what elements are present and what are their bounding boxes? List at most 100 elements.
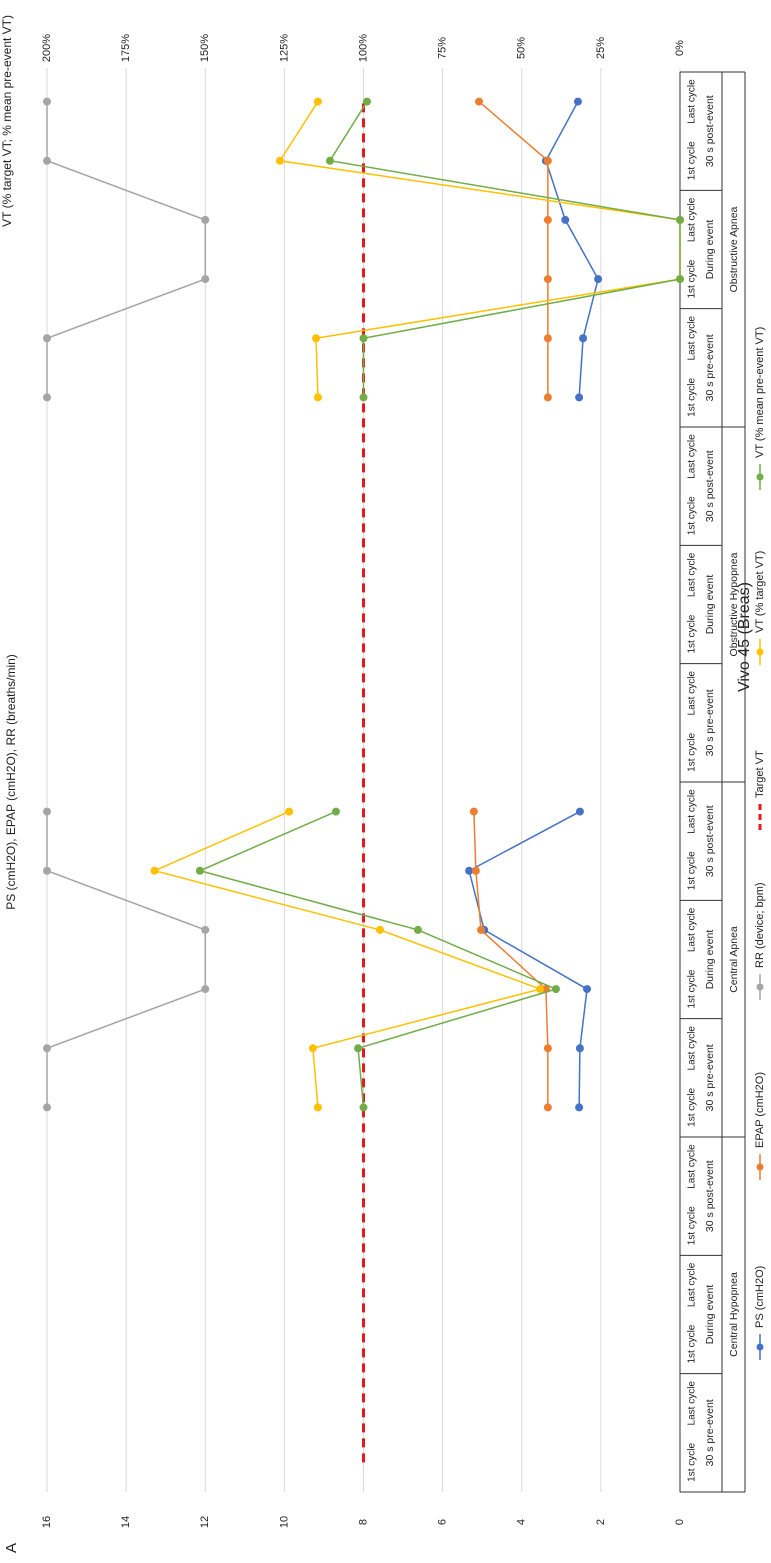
data-point — [362, 97, 371, 106]
x-tick-label: Last cycle — [687, 1381, 698, 1426]
data-point — [354, 1044, 363, 1053]
data-point — [43, 1103, 51, 1112]
y2-tick-label: 50% — [516, 37, 528, 59]
period-label: During event — [704, 575, 716, 635]
data-point — [676, 275, 684, 284]
x-tick-label: 1st cycle — [687, 1088, 698, 1127]
data-point — [551, 985, 560, 994]
data-point — [43, 866, 51, 875]
period-label: During event — [704, 930, 716, 990]
x-tick-label: 1st cycle — [687, 496, 698, 535]
period-label: 30 s post-event — [704, 95, 716, 167]
legend-label: Target VT — [754, 750, 766, 798]
y-tick-label: 4 — [516, 1519, 528, 1525]
data-point — [359, 334, 368, 343]
x-tick-label: 1st cycle — [687, 1206, 698, 1245]
legend-marker — [756, 473, 764, 481]
data-point — [313, 1103, 322, 1112]
data-point — [536, 985, 545, 994]
data-point — [359, 393, 368, 402]
y-tick-label: 6 — [437, 1519, 449, 1525]
data-point — [313, 393, 322, 402]
y-tick-label: 16 — [41, 1516, 53, 1528]
data-point — [195, 866, 204, 875]
period-label: 30 s post-event — [704, 450, 716, 522]
period-label: 30 s pre-event — [704, 689, 716, 756]
x-tick-label: Last cycle — [687, 434, 698, 479]
period-label: During event — [704, 220, 716, 280]
legend-label: VT (% target VT) — [754, 551, 766, 633]
data-point — [471, 866, 480, 875]
data-point — [275, 156, 284, 165]
period-label: During event — [704, 1285, 716, 1345]
y2-axis-label: VT (% target VT; % mean pre-event VT) — [0, 15, 14, 227]
data-point — [201, 925, 210, 934]
data-point — [575, 1103, 584, 1112]
data-point — [43, 334, 51, 343]
y2-tick-label: 100% — [357, 34, 369, 62]
x-tick-label: Last cycle — [687, 1026, 698, 1071]
panel-label: A — [3, 1543, 20, 1553]
data-point — [543, 334, 552, 343]
x-tick-label: 1st cycle — [687, 1443, 698, 1482]
x-tick-label: 1st cycle — [687, 969, 698, 1008]
data-point — [477, 925, 486, 934]
legend-label: PS (cmH2O) — [754, 1266, 766, 1328]
data-point — [201, 215, 210, 224]
data-point — [575, 393, 584, 402]
y2-tick-label: 0% — [674, 40, 686, 56]
data-point — [465, 866, 474, 875]
data-point — [308, 1044, 317, 1053]
event-label: Obstructive Hypopnea — [728, 552, 740, 656]
data-point — [201, 275, 210, 284]
data-point — [469, 807, 478, 816]
legend-marker — [756, 648, 764, 656]
data-point — [312, 334, 321, 343]
x-tick-label: Last cycle — [687, 671, 698, 716]
data-point — [575, 807, 584, 816]
x-tick-label: Last cycle — [687, 907, 698, 952]
period-label: 30 s pre-event — [704, 334, 716, 401]
y2-tick-label: 25% — [595, 37, 607, 59]
y-tick-label: 0 — [674, 1519, 686, 1525]
x-tick-label: Last cycle — [687, 789, 698, 834]
data-point — [676, 215, 684, 224]
data-point — [313, 97, 322, 106]
legend-label: RR (device; bpm) — [754, 882, 766, 968]
data-point — [543, 1103, 552, 1112]
data-point — [43, 97, 51, 106]
y2-tick-label: 125% — [278, 34, 290, 62]
x-tick-label: Last cycle — [687, 316, 698, 361]
data-point — [543, 156, 552, 165]
legend-marker — [756, 1343, 764, 1351]
data-point — [543, 1044, 552, 1053]
x-tick-label: 1st cycle — [687, 378, 698, 417]
x-tick-label: 1st cycle — [687, 141, 698, 180]
x-tick-label: 1st cycle — [687, 259, 698, 298]
data-point — [325, 156, 334, 165]
period-label: 30 s pre-event — [704, 1044, 716, 1111]
event-label: Obstructive Apnea — [728, 206, 740, 292]
data-point — [43, 1044, 51, 1053]
series-line — [468, 101, 599, 1108]
y2-tick-label: 75% — [437, 37, 449, 59]
data-point — [413, 925, 422, 934]
data-point — [543, 393, 552, 402]
legend-marker — [756, 1163, 764, 1171]
series-line — [46, 101, 206, 1108]
data-point — [579, 334, 588, 343]
x-tick-label: 1st cycle — [687, 1324, 698, 1363]
y2-tick-label: 200% — [41, 34, 53, 62]
x-tick-label: Last cycle — [687, 197, 698, 242]
x-tick-label: 1st cycle — [687, 851, 698, 890]
data-point — [561, 215, 570, 224]
data-point — [475, 97, 484, 106]
period-label: 30 s post-event — [704, 1160, 716, 1232]
x-tick-label: Last cycle — [687, 552, 698, 597]
series-line — [197, 101, 681, 1108]
y-tick-label: 2 — [595, 1519, 607, 1525]
data-point — [285, 807, 294, 816]
data-point — [575, 1044, 584, 1053]
data-point — [43, 393, 51, 402]
y-axis-label: PS (cmH2O), EPAP (cmH2O), RR (breaths/mi… — [4, 654, 18, 910]
